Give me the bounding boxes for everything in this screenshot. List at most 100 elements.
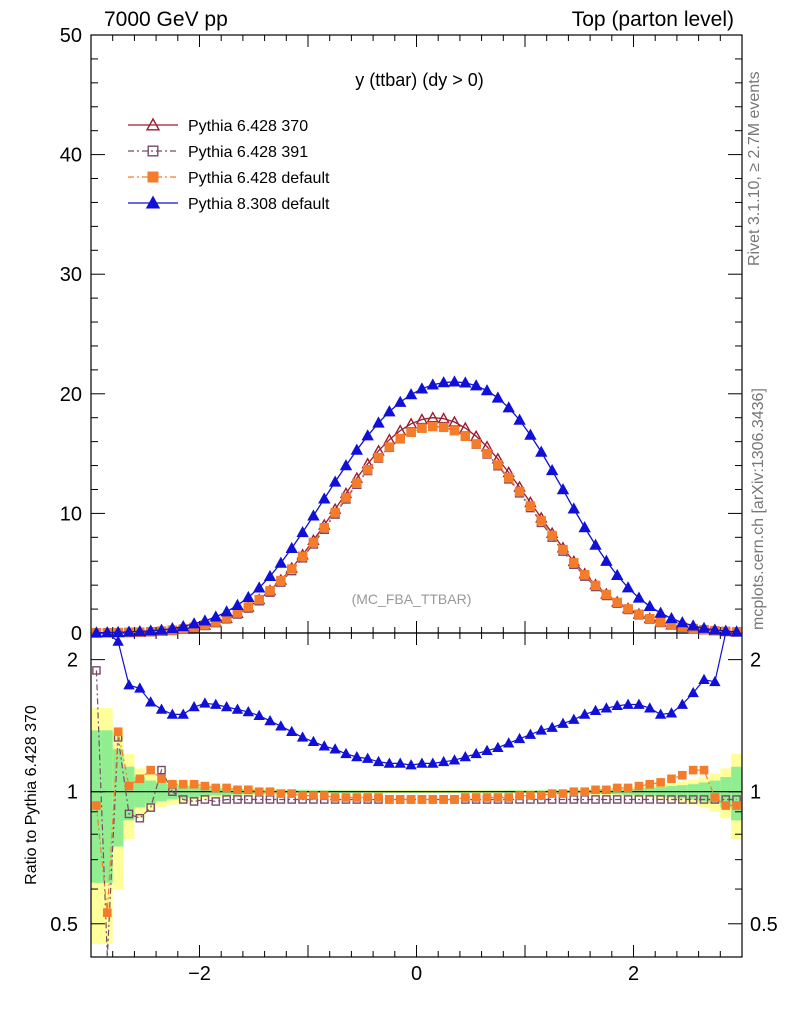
data-point-3 xyxy=(318,492,331,504)
data-point-2 xyxy=(514,486,525,497)
ratio-point-2 xyxy=(166,708,179,719)
ratio-point-2 xyxy=(134,682,146,693)
ratio-point-2 xyxy=(220,701,233,712)
ratio-point-1 xyxy=(461,793,470,802)
data-point-2 xyxy=(438,422,449,433)
data-point-3 xyxy=(231,598,244,610)
data-point-3 xyxy=(654,606,667,618)
ratio-point-2 xyxy=(242,705,255,717)
data-point-3 xyxy=(328,475,342,487)
ratio-band-green xyxy=(112,749,124,847)
x-tick-label: 0 xyxy=(411,963,422,985)
ratio-point-2 xyxy=(459,751,472,762)
ratio-point-1 xyxy=(254,787,264,797)
ratio-point-0 xyxy=(222,795,231,804)
data-point-3 xyxy=(459,376,472,388)
ratio-point-1 xyxy=(363,793,372,802)
data-point-2 xyxy=(547,530,557,541)
ratio-point-1 xyxy=(146,765,155,775)
ratio-point-1 xyxy=(189,779,199,789)
data-point-2 xyxy=(341,493,351,503)
ratio-band-green xyxy=(123,766,135,821)
data-point-3 xyxy=(339,459,353,471)
data-point-2 xyxy=(623,604,633,614)
ratio-point-1 xyxy=(493,793,503,802)
data-point-2 xyxy=(265,586,275,596)
data-point-2 xyxy=(384,442,395,452)
data-point-2 xyxy=(243,602,254,612)
ratio-point-2 xyxy=(253,709,265,721)
ratio-point-1 xyxy=(265,787,275,797)
ratio-point-2 xyxy=(372,755,385,767)
data-point-3 xyxy=(242,590,255,603)
data-point-2 xyxy=(482,448,492,459)
ratio-point-1 xyxy=(102,908,112,917)
ratio-point-2 xyxy=(318,740,330,751)
ratio-point-0 xyxy=(645,795,655,804)
ratio-point-2 xyxy=(513,732,526,744)
legend-label: Pythia 6.428 370 xyxy=(188,118,308,135)
ratio-point-2 xyxy=(644,702,656,713)
ratio-point-2 xyxy=(535,724,547,735)
ratio-point-2 xyxy=(112,635,124,646)
data-point-3 xyxy=(708,623,722,635)
ratio-point-1 xyxy=(602,785,611,795)
ratio-band-green xyxy=(731,766,742,821)
ratio-point-2 xyxy=(123,679,135,690)
data-point-2 xyxy=(460,431,471,441)
ratio-point-1 xyxy=(395,795,405,804)
ratio-point-1 xyxy=(309,791,318,800)
data-point-2 xyxy=(579,570,590,580)
ratio-point-1 xyxy=(591,785,600,795)
data-point-2 xyxy=(362,465,373,475)
chart-title: y (ttbar) (dy > 0) xyxy=(355,70,484,90)
ratio-point-1 xyxy=(526,791,535,800)
ratio-point-2 xyxy=(383,757,396,768)
ratio-y-axis-label: Ratio to Pythia 6.428 370 xyxy=(23,705,40,885)
ratio-point-0 xyxy=(602,795,611,804)
ratio-point-2 xyxy=(199,697,211,708)
data-point-2 xyxy=(471,439,481,449)
data-point-2 xyxy=(232,608,243,618)
data-point-3 xyxy=(383,405,396,417)
ratio-point-1 xyxy=(645,779,655,789)
ratio-point-1 xyxy=(276,789,286,798)
data-point-2 xyxy=(428,421,438,432)
data-point-3 xyxy=(448,375,461,387)
data-point-2 xyxy=(373,452,384,463)
data-point-3 xyxy=(350,443,364,455)
legend-label: Pythia 6.428 391 xyxy=(188,144,308,161)
ratio-point-1 xyxy=(92,801,101,810)
data-point-3 xyxy=(90,626,103,638)
data-point-3 xyxy=(252,581,266,593)
ratio-y-tick-label-right: 1 xyxy=(750,782,761,804)
y-tick-label: 0 xyxy=(71,623,82,645)
data-point-3 xyxy=(415,382,429,394)
ratio-point-1 xyxy=(710,793,720,802)
ratio-point-1 xyxy=(471,793,481,802)
legend-label: Pythia 6.428 default xyxy=(188,170,330,187)
ratio-point-2 xyxy=(405,759,417,770)
legend-marker xyxy=(145,195,161,209)
rivet-version-label: Rivet 3.1.10, ≥ 2.7M events xyxy=(746,71,763,266)
data-point-3 xyxy=(166,622,179,634)
legend-marker xyxy=(145,117,161,131)
ratio-point-1 xyxy=(667,774,676,784)
data-point-2 xyxy=(449,426,460,436)
data-point-2 xyxy=(612,597,622,608)
ratio-point-2 xyxy=(188,701,200,712)
ratio-point-2 xyxy=(503,737,515,748)
mcplots-reference-label: mcplots.cern.ch [arXiv:1306.3436] xyxy=(750,388,767,630)
y-tick-label: 30 xyxy=(60,264,82,286)
data-point-3 xyxy=(144,624,157,636)
ratio-point-2 xyxy=(427,757,439,768)
data-point-3 xyxy=(426,378,439,390)
ratio-point-1 xyxy=(536,791,546,800)
ratio-point-2 xyxy=(275,720,287,731)
data-point-3 xyxy=(404,388,418,400)
ratio-point-0 xyxy=(135,813,145,823)
ratio-point-2 xyxy=(210,698,222,709)
ratio-point-2 xyxy=(437,755,450,767)
data-point-3 xyxy=(480,384,494,396)
ratio-point-1 xyxy=(200,781,210,791)
